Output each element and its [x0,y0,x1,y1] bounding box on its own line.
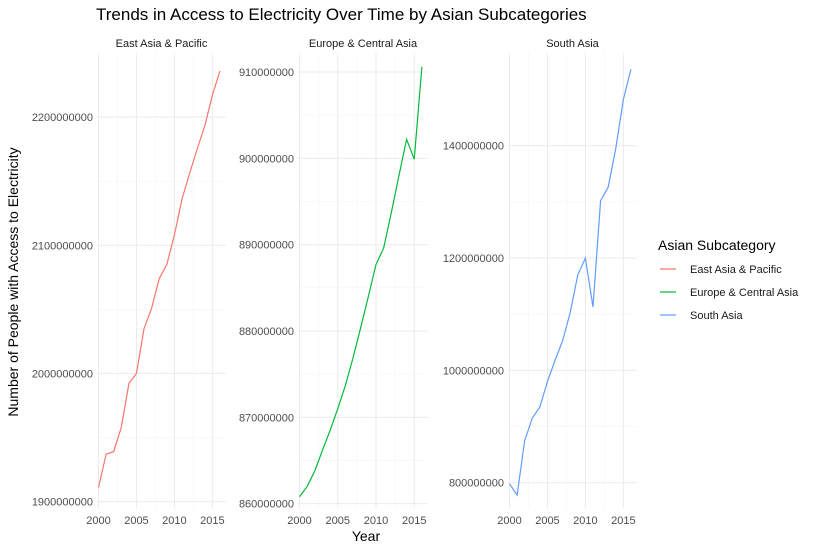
legend-title: Asian Subcategory [658,237,776,253]
x-tick-label: 2005 [535,515,559,527]
y-tick-label: 1400000000 [443,141,504,153]
y-tick-label: 1200000000 [443,253,504,265]
x-tick-label: 2015 [200,515,224,527]
legend-label: East Asia & Pacific [690,264,782,276]
x-tick-label: 2000 [86,515,110,527]
series-line-3 [509,69,632,497]
facet-strip-label: East Asia & Pacific [116,38,208,50]
y-tick-label: 860000000 [239,499,294,511]
y-tick-label: 880000000 [239,326,294,338]
y-tick-label: 2100000000 [32,240,93,252]
y-tick-label: 800000000 [449,478,504,490]
x-tick-label: 2015 [402,515,426,527]
chart-title: Trends in Access to Electricity Over Tim… [96,5,587,24]
x-tick-label: 2010 [162,515,186,527]
y-tick-label: 1000000000 [443,365,504,377]
series-line-2 [299,66,423,498]
x-tick-label: 2005 [326,515,350,527]
x-tick-label: 2010 [573,515,597,527]
facet-strip-label: South Asia [546,38,599,50]
x-tick-label: 2010 [364,515,388,527]
panel-1: East Asia & Pacific 2000 2005 2010 2015 19000… [32,38,226,527]
y-tick-label: 910000000 [239,67,294,79]
panel-3: South Asia 2000 2005 2010 2015 800000000 10000… [443,38,637,527]
legend-label: Europe & Central Asia [690,287,799,299]
panel-2: Europe & Central Asia 2000 2005 2010 2015 860… [239,38,428,527]
y-axis-title: Number of People with Access to Electric… [5,147,21,416]
y-tick-label: 900000000 [239,153,294,165]
legend: Asian Subcategory East Asia & Pacific Eur… [658,237,799,322]
y-tick-label: 1900000000 [32,497,93,509]
facet-strip-label: Europe & Central Asia [309,38,418,50]
x-tick-label: 2000 [497,515,521,527]
y-tick-label: 2000000000 [32,368,93,380]
y-tick-label: 890000000 [239,240,294,252]
x-tick-label: 2000 [287,515,311,527]
legend-label: South Asia [690,310,743,322]
x-axis-title: Year [352,528,381,544]
x-tick-label: 2005 [124,515,148,527]
y-tick-label: 870000000 [239,412,294,424]
series-line-1 [97,70,221,488]
y-tick-label: 2200000000 [32,112,93,124]
facet-panels: East Asia & Pacific 2000 2005 2010 2015 19000… [32,38,637,527]
x-tick-label: 2015 [611,515,635,527]
